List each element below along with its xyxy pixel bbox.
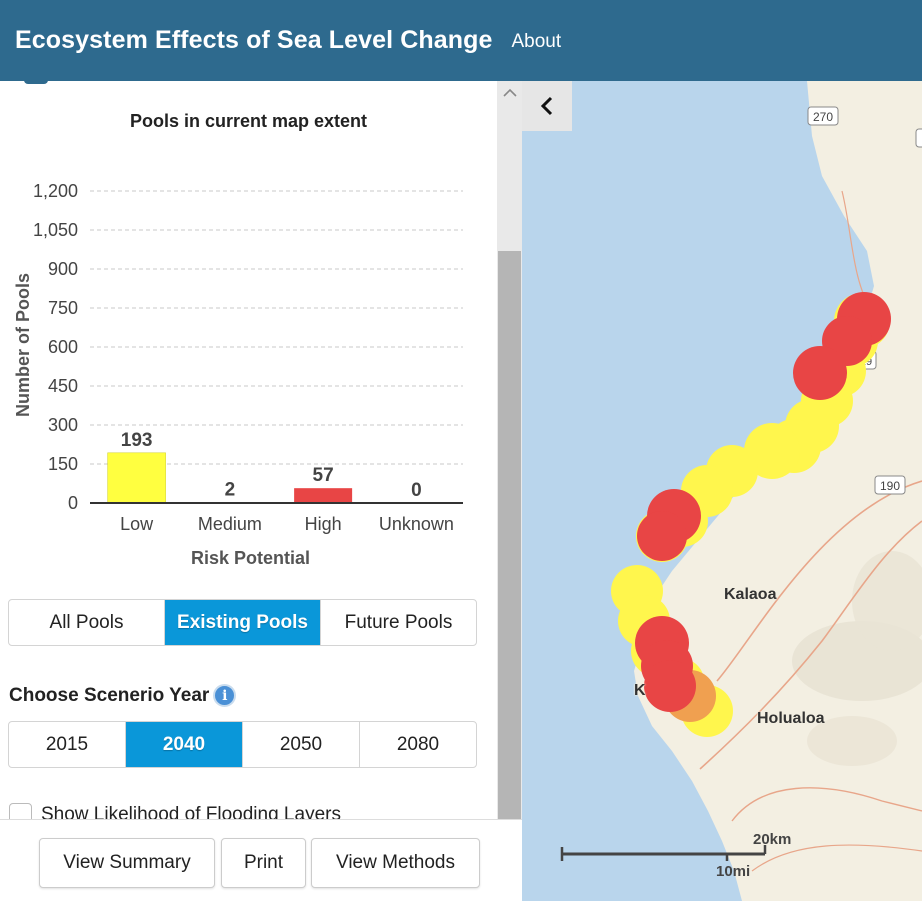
bar-high xyxy=(294,488,353,503)
year-2015-button[interactable]: 2015 xyxy=(9,722,126,767)
scale-label-mi: 10mi xyxy=(716,863,751,880)
side-panel: 0 150 300 450 600 750 900 1,050 1,200 193 Low 2 Medi… xyxy=(0,81,522,901)
scale-label-km: 20km xyxy=(753,831,792,848)
scroll-up-arrow-icon[interactable] xyxy=(497,81,522,103)
chart-title: Pools in current map extent xyxy=(129,111,368,131)
panel-content: 0 150 300 450 600 750 900 1,050 1,200 193 Low 2 Medi… xyxy=(0,81,497,819)
flooding-layers-toggle[interactable]: Show Likelihood of Flooding Layers xyxy=(9,803,341,819)
data-label-low: 193 xyxy=(121,430,153,451)
app-header: Ecosystem Effects of Sea Level Change Ab… xyxy=(0,0,922,81)
y-axis-title: Number of Pools xyxy=(13,273,33,417)
app-title: Ecosystem Effects of Sea Level Change xyxy=(15,26,493,54)
pools-chart: 0 150 300 450 600 750 900 1,050 1,200 193 Low 2 Medi… xyxy=(0,101,497,581)
view-methods-button[interactable]: View Methods xyxy=(311,838,480,888)
road-shield-190: 190 xyxy=(874,475,906,495)
basemap[interactable]: 270 190 19 xyxy=(522,81,922,901)
all-pools-button[interactable]: All Pools xyxy=(9,600,165,645)
y-tick-label: 900 xyxy=(48,259,78,279)
map-view[interactable]: 270 190 19 xyxy=(522,81,922,901)
about-link[interactable]: About xyxy=(511,30,562,52)
existing-pools-button[interactable]: Existing Pools xyxy=(165,600,321,645)
place-label-kailua-partial: K xyxy=(634,682,646,699)
year-2040-button[interactable]: 2040 xyxy=(126,722,243,767)
scroll-thumb[interactable] xyxy=(498,251,521,819)
year-2050-button[interactable]: 2050 xyxy=(243,722,360,767)
y-tick-label: 750 xyxy=(48,298,78,318)
data-label-unknown: 0 xyxy=(411,480,422,501)
partial-checkbox[interactable] xyxy=(24,81,48,84)
scenario-year-label: Choose Scenerio Year xyxy=(9,684,210,706)
flooding-layers-label: Show Likelihood of Flooding Layers xyxy=(41,803,341,820)
bar-chart-svg: 0 150 300 450 600 750 900 1,050 1,200 193 Low 2 Medi… xyxy=(13,181,463,568)
y-tick-label: 450 xyxy=(48,376,78,396)
chevron-left-icon[interactable] xyxy=(522,81,572,131)
y-tick-label: 300 xyxy=(48,415,78,435)
scenario-year-group: 2015 2040 2050 2080 xyxy=(8,721,477,768)
x-axis-title: Risk Potential xyxy=(191,548,310,568)
x-tick-label-unknown: Unknown xyxy=(379,514,454,534)
scenario-year-heading: Choose Scenerio Year i xyxy=(9,684,237,707)
footer-bar: View Summary Print View Methods xyxy=(0,819,522,901)
road-shield-190-label: 190 xyxy=(880,479,900,493)
view-summary-button[interactable]: View Summary xyxy=(39,838,215,888)
data-label-high: 57 xyxy=(313,465,334,486)
place-label-holualoa: Holualoa xyxy=(757,710,825,727)
map-scale-bar xyxy=(560,845,767,861)
year-2080-button[interactable]: 2080 xyxy=(396,733,440,755)
flooding-layers-checkbox[interactable] xyxy=(9,803,32,819)
x-tick-label-low: Low xyxy=(120,514,154,534)
road-shield-edge xyxy=(915,128,922,148)
place-label-kalaoa: Kalaoa xyxy=(724,586,777,603)
high-risk-pools[interactable] xyxy=(635,292,891,712)
y-tick-label: 1,200 xyxy=(33,181,78,201)
road-shield-270-label: 270 xyxy=(813,110,833,124)
y-tick-label: 1,050 xyxy=(33,220,78,240)
info-icon[interactable]: i xyxy=(213,684,237,707)
pool-filter-group: All Pools Existing Pools Future Pools xyxy=(8,599,477,646)
x-tick-label-medium: Medium xyxy=(198,514,262,534)
y-tick-label: 150 xyxy=(48,454,78,474)
road-shield-270: 270 xyxy=(807,106,839,126)
bar-low xyxy=(107,452,166,504)
panel-scrollbar[interactable] xyxy=(497,81,522,819)
y-tick-label: 600 xyxy=(48,337,78,357)
data-label-medium: 2 xyxy=(225,479,236,500)
y-tick-label: 0 xyxy=(68,493,78,513)
future-pools-button[interactable]: Future Pools xyxy=(344,611,453,633)
print-button[interactable]: Print xyxy=(221,838,306,888)
x-tick-label-high: High xyxy=(305,514,342,534)
